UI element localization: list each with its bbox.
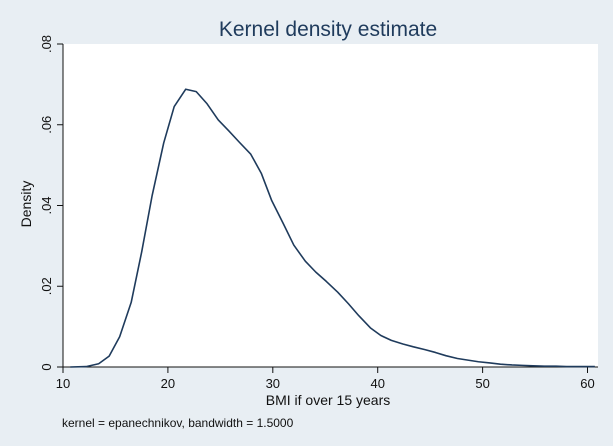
density-line — [70, 88, 595, 368]
x-tick-label: 10 — [56, 376, 70, 391]
x-axis: 10 20 30 40 50 60 — [56, 366, 598, 391]
x-tick-label: 40 — [370, 376, 384, 391]
x-tick-label: 30 — [266, 376, 280, 391]
x-tick-label: 50 — [475, 376, 489, 391]
y-tick-label: 0 — [39, 363, 54, 370]
x-tick-label: 60 — [580, 376, 594, 391]
chart-note: kernel = epanechnikov, bandwidth = 1.500… — [62, 416, 294, 430]
y-tick-label: .04 — [39, 196, 54, 214]
y-tick-label: .06 — [39, 116, 54, 134]
y-axis-title: Density — [18, 181, 34, 228]
x-tick-label: 20 — [161, 376, 175, 391]
y-tick-label: .08 — [39, 35, 54, 53]
plot-area — [63, 44, 598, 367]
chart-title: Kernel density estimate — [219, 18, 437, 41]
series-group — [70, 88, 595, 368]
y-tick-label: .02 — [39, 277, 54, 295]
x-axis-title: BMI if over 15 years — [266, 392, 391, 408]
y-axis: 0 .02 .04 .06 .08 — [39, 35, 64, 371]
